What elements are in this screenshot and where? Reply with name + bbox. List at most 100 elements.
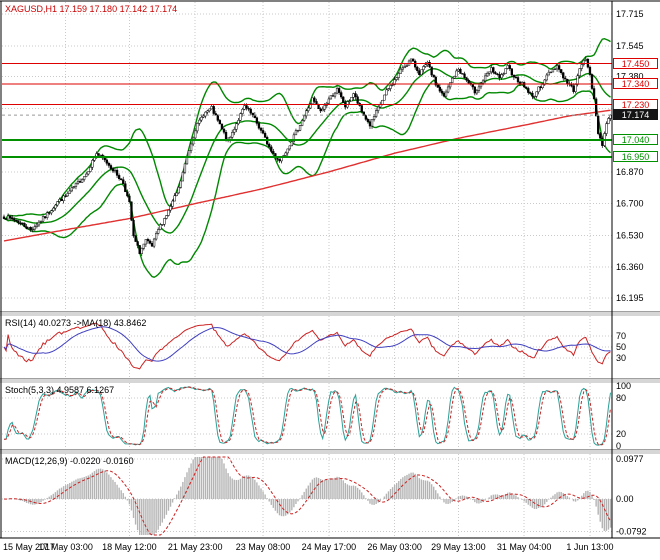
- candle-body: [389, 85, 392, 89]
- candle-body: [152, 238, 156, 247]
- candle-body: [41, 216, 45, 222]
- candle-body: [362, 111, 365, 116]
- candle-body: [436, 84, 439, 88]
- rsi-ma-line: [3, 326, 611, 362]
- candle-body: [4, 218, 8, 220]
- candle-body: [6, 215, 10, 220]
- candle-body: [385, 89, 388, 96]
- candle-body: [475, 90, 479, 94]
- candle-body: [288, 145, 291, 150]
- time-axis-label: 31 May 04:00: [497, 542, 552, 552]
- candle-body: [562, 72, 565, 79]
- candle-body: [150, 243, 154, 247]
- candle-body: [566, 79, 569, 84]
- candle-body: [527, 88, 530, 93]
- candle-body: [62, 195, 65, 201]
- time-axis-label: 15 May 2017: [3, 542, 55, 552]
- candle-body: [496, 73, 499, 75]
- candle-body: [259, 127, 263, 131]
- candle-body: [74, 182, 78, 187]
- candle-body: [584, 59, 587, 61]
- candle-body: [331, 95, 335, 97]
- candle-body: [237, 120, 240, 125]
- candle-body: [15, 219, 18, 222]
- candle-body: [257, 123, 261, 129]
- candle-body: [48, 212, 51, 214]
- candle-body: [319, 108, 322, 112]
- candle-body: [333, 92, 337, 97]
- candle-body: [11, 217, 14, 220]
- candle-body: [33, 226, 36, 230]
- candle-body: [506, 65, 509, 69]
- candle-body: [272, 151, 275, 154]
- candle-body: [449, 82, 452, 88]
- candle-body: [13, 218, 16, 221]
- candle-body: [109, 165, 113, 169]
- candle-body: [342, 96, 345, 103]
- candle-body: [504, 68, 507, 74]
- price-axis-tick: 17.715: [616, 9, 644, 19]
- candle-body: [313, 97, 316, 102]
- candle-body: [255, 117, 259, 124]
- candle-body: [582, 60, 585, 65]
- candle-body: [592, 88, 596, 100]
- candle-body: [465, 77, 468, 81]
- candle-body: [531, 92, 534, 97]
- candle-body: [500, 74, 503, 79]
- time-axis-label: 1 Jun 13:00: [566, 542, 613, 552]
- candle-body: [444, 91, 448, 97]
- panel-divider[interactable]: [0, 378, 660, 383]
- time-axis-label: 29 May 13:00: [431, 542, 486, 552]
- candle-body: [479, 82, 483, 88]
- candle-body: [329, 95, 333, 100]
- bollinger-middle-band: [3, 67, 611, 234]
- candle-body: [103, 157, 106, 161]
- candle-body: [105, 159, 108, 164]
- rsi-line: [3, 322, 611, 370]
- candle-body: [381, 100, 384, 105]
- candle-body: [85, 173, 88, 177]
- candle-body: [477, 86, 481, 91]
- candle-body: [39, 220, 43, 223]
- candle-body: [432, 74, 435, 78]
- candle-body: [29, 227, 32, 230]
- candle-body: [144, 239, 148, 245]
- candle-body: [54, 204, 57, 209]
- candle-body: [99, 154, 102, 157]
- candle-body: [305, 110, 308, 117]
- candle-body: [43, 216, 47, 218]
- panel-divider[interactable]: [0, 311, 660, 316]
- candle-body: [601, 137, 604, 146]
- candle-body: [83, 176, 86, 180]
- candle-body: [459, 69, 462, 74]
- candle-body: [35, 224, 39, 227]
- candle-body: [420, 69, 423, 75]
- candle-body: [138, 245, 141, 254]
- panel-divider[interactable]: [0, 449, 660, 454]
- candle-body: [173, 195, 176, 202]
- candle-body: [268, 143, 271, 148]
- candle-body: [440, 90, 444, 94]
- candle-body: [541, 84, 544, 88]
- candle-body: [523, 82, 526, 88]
- candle-body: [405, 65, 409, 67]
- macd-axis-tick: 0.0977: [616, 454, 644, 464]
- candle-body: [206, 110, 209, 113]
- candle-body: [117, 175, 121, 179]
- candle-body: [576, 75, 579, 85]
- candle-body: [70, 187, 73, 192]
- candle-body: [154, 233, 158, 240]
- stoch-signal-line: [3, 386, 611, 446]
- candle-body: [294, 130, 298, 136]
- candle-body: [442, 92, 446, 97]
- candle-body: [510, 68, 513, 76]
- candle-body: [214, 113, 217, 116]
- candle-body: [50, 210, 53, 214]
- candle-body: [340, 92, 343, 98]
- candle-body: [428, 61, 431, 68]
- candle-body: [140, 248, 143, 254]
- candle-body: [91, 160, 94, 168]
- candle-body: [202, 115, 205, 118]
- candle-body: [597, 115, 600, 134]
